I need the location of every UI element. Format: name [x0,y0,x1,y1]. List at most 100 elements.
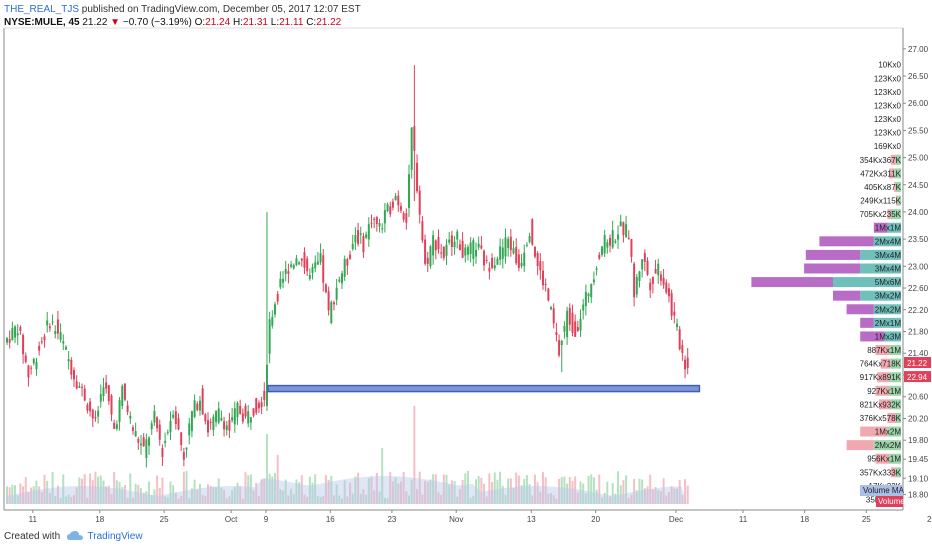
volume-profile-label: 1Mx2M [875,428,902,437]
candle-body [75,381,78,389]
volume-profile-up [889,453,901,464]
volume-profile-label: 821Kx932K [860,400,902,409]
candle-body [539,261,542,271]
volume-bar [292,494,295,504]
volume-bar [257,496,260,504]
candle-body [263,390,266,400]
volume-bar [488,473,491,504]
candle-body [654,268,657,274]
volume-bar [102,480,105,504]
candle-body [59,332,62,340]
volume-bar [440,494,443,504]
candle-body [512,248,515,254]
candle-body [550,307,553,310]
volume-profile-label: 764Kx718K [860,360,902,369]
volume-bar [271,476,274,504]
candle-body [681,345,684,353]
volume-bar [429,479,432,504]
tradingview-link[interactable]: TradingView [87,531,143,542]
volume-bar [107,485,110,504]
x-tick-label: Oct [225,515,238,524]
volume-bar [276,455,279,504]
y-tick-label: 20.60 [908,393,929,402]
volume-bar [485,496,488,504]
volume-bar [458,489,461,504]
volume-bar [62,474,65,504]
volume-bar [91,480,94,504]
candle-body [670,293,673,316]
candle-body [475,249,477,257]
candle-body [131,427,134,431]
volume-bar [274,472,276,504]
volume-bar [231,490,234,504]
candle-body [354,235,357,243]
volume-bar [598,474,601,504]
candle-body [416,162,419,192]
volume-bar [533,474,536,504]
volume-bar [525,475,528,504]
candle-body [456,231,459,240]
ticker-symbol[interactable]: NYSE:MULE, 45 [4,17,80,28]
volume-bar [343,480,346,504]
candle-body [67,359,70,362]
volume-bar [571,480,574,504]
support-line [267,384,701,393]
y-tick-label: 19.45 [908,455,929,464]
volume-bar [627,497,630,504]
volume-bar [676,488,678,504]
volume-bar [434,474,437,504]
x-tick-label: 18 [800,515,809,524]
candle-body [180,432,183,445]
candle-body [22,335,25,355]
author-link[interactable]: THE_REAL_TJS [4,4,80,15]
volume-bar [324,475,327,504]
candle-body [673,311,676,316]
low-value: 21.11 [279,17,304,28]
candle-body [107,385,110,402]
volume-bar [89,473,92,504]
candle-body [461,240,464,258]
candle-body [571,312,574,333]
footer: Created with TradingView [4,531,143,542]
candle-body [501,247,504,259]
volume-bar [370,476,373,504]
candle-body [445,244,448,256]
candle-body [196,403,199,411]
high-label: H: [232,17,243,28]
volume-bar [118,481,121,504]
candle-body [574,321,577,337]
volume-bar [188,498,191,504]
volume-bar [643,488,646,504]
volume-bar [359,493,362,504]
volume-bar [263,479,266,504]
volume-profile-label: 357Kx333K [860,468,902,477]
volume-profile-up [897,195,901,206]
candle-body [555,332,558,335]
candle-body [257,402,260,409]
volume-profile-up [884,331,901,342]
volume-bar [472,495,475,504]
volume-bar [544,477,547,504]
candle-body [190,411,193,432]
volume-bar [576,492,579,504]
candle-body [507,238,510,249]
volume-profile-label: 123Kx0 [874,101,902,110]
volume-bar [201,494,204,504]
x-tick-label: 16 [326,515,335,524]
candle-body [137,438,140,443]
volume-bar [399,481,402,504]
candle-body [381,228,384,230]
volume-bar [131,497,134,504]
volume-bar [673,488,676,504]
volume-bar [338,495,341,504]
volume-bar [249,474,252,504]
candle-body [129,415,132,419]
candle-body [504,237,507,257]
candle-body [268,319,271,354]
y-tick-label: 23.50 [908,235,929,244]
candle-body [525,244,528,246]
volume-bar [209,485,212,504]
candle-body [533,246,536,257]
candle-body [370,222,373,224]
